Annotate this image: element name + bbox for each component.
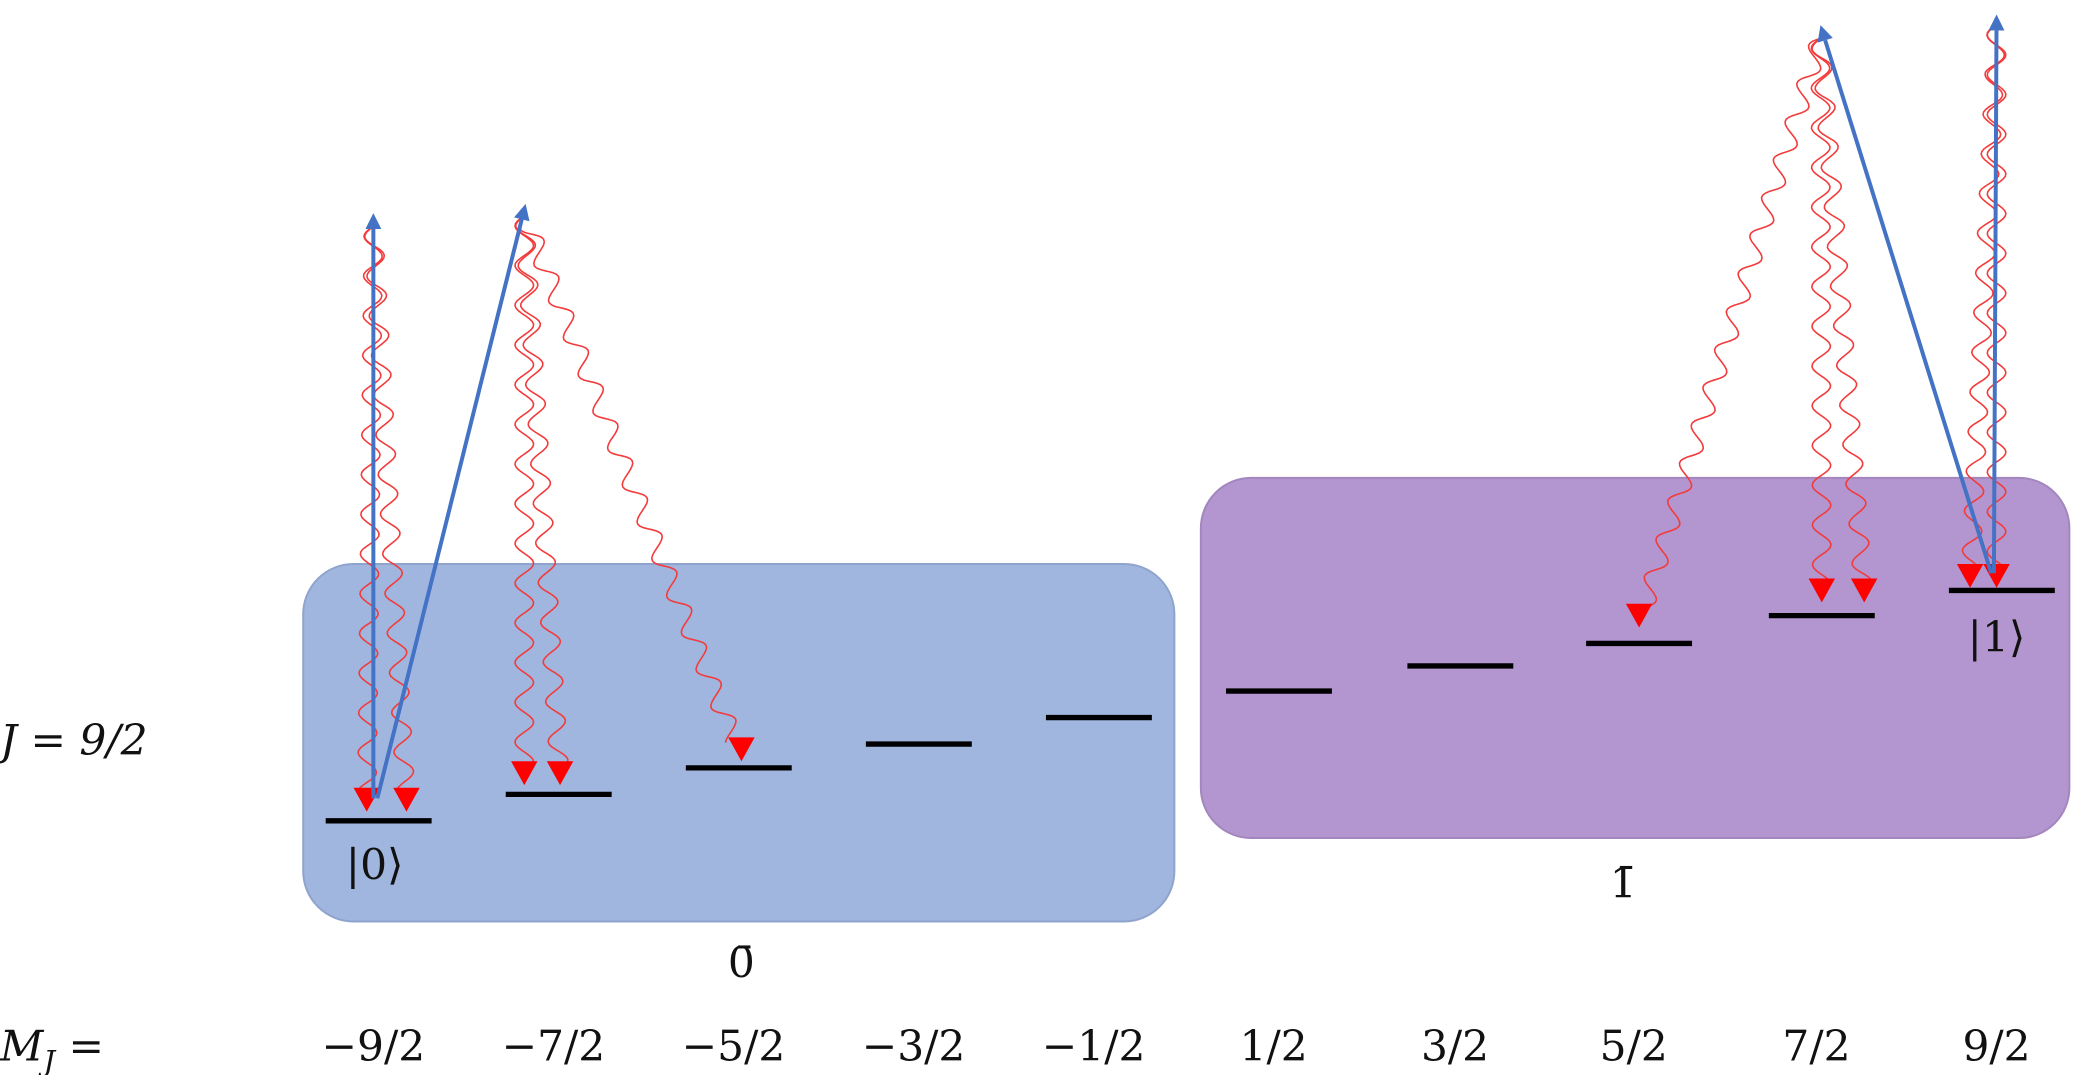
axis-label-sub: J [38, 1044, 56, 1075]
mj-value: −1/2 [1042, 1021, 1146, 1070]
decay-wave [1961, 24, 2006, 566]
state-one-label: |1⟩ [1968, 612, 2026, 661]
decay-wave [1811, 37, 1872, 580]
pump-arrowhead [514, 203, 530, 222]
pump-arrowhead [1817, 25, 1833, 43]
decay-arrowhead [728, 737, 755, 762]
decay-arrowhead [546, 761, 574, 786]
mj-value: −5/2 [682, 1021, 786, 1070]
decay-wave [1643, 37, 1822, 607]
decay-wave [1986, 24, 2007, 566]
decay-arrowhead [1956, 563, 1984, 588]
pump-line [375, 218, 524, 799]
decay-wave [515, 215, 569, 763]
pump-arrowhead [1988, 14, 2005, 31]
decay-wave [518, 215, 737, 743]
pump-line [1991, 30, 1999, 574]
levels [325, 587, 2055, 824]
decay-waves [353, 24, 2010, 812]
decay-arrowhead [1850, 578, 1878, 603]
decay-wave [514, 215, 535, 765]
state-zero-label: |0⟩ [346, 840, 404, 889]
decay-arrowhead [1808, 578, 1836, 603]
row-label: J = 9/2 [0, 716, 148, 765]
axis-label: MJ = [0, 1021, 104, 1075]
group-one-box [1199, 476, 2071, 840]
mj-value: 5/2 [1600, 1021, 1668, 1070]
decay-wave [357, 225, 384, 791]
mj-value: 7/2 [1782, 1021, 1850, 1070]
mj-value: −7/2 [502, 1021, 606, 1070]
decay-arrowhead [1625, 603, 1653, 628]
pump-line [1823, 39, 1994, 574]
mj-value: −3/2 [862, 1021, 966, 1070]
mj-value: 1/2 [1240, 1021, 1308, 1070]
pump-arrows [365, 14, 2005, 799]
decay-wave [1810, 37, 1832, 582]
decay-arrowhead [511, 761, 538, 786]
axis-label-main: M [0, 1021, 45, 1070]
mj-value: 9/2 [1962, 1021, 2030, 1070]
group-one-label: 1̄ [1610, 859, 1637, 908]
mj-value: 3/2 [1421, 1021, 1489, 1070]
axis-label-rest: = [55, 1021, 104, 1070]
mj-labels: −9/2 −7/2 −5/2 −3/2 −1/2 1/2 3/2 5/2 7/2 9/2 [322, 1021, 2031, 1070]
group-zero-label: 0̄ [728, 938, 755, 987]
mj-value: −9/2 [322, 1021, 426, 1070]
decay-arrowhead [393, 787, 420, 812]
pump-arrowhead [365, 213, 382, 230]
